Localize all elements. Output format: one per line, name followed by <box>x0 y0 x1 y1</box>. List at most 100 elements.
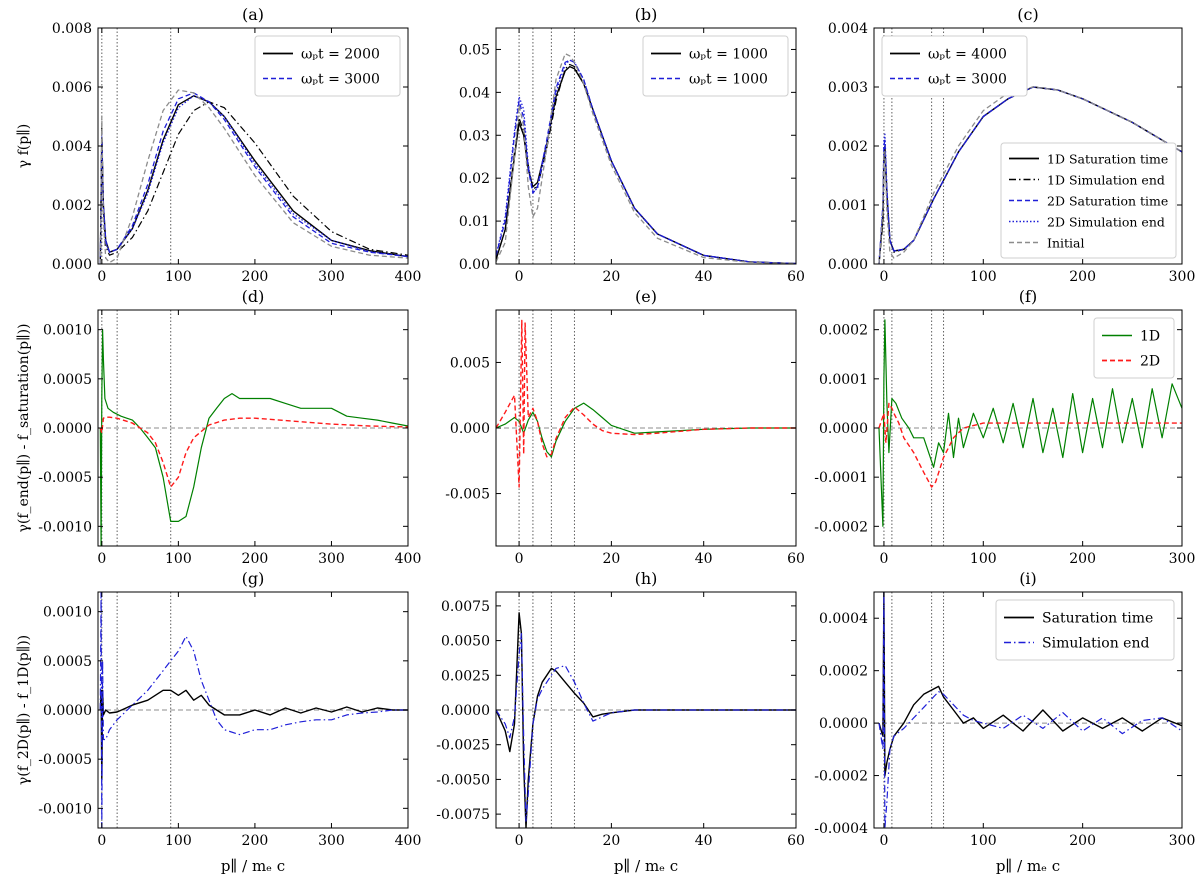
series-line-1d-simulation-end <box>99 101 408 264</box>
x-tick-label: 0 <box>515 269 524 285</box>
series-line-simulation-end <box>496 632 796 822</box>
legend-box <box>881 35 1028 97</box>
y-tick-label: 0.03 <box>459 128 490 144</box>
panel-title: (e) <box>635 287 657 306</box>
x-tick-label: 60 <box>787 269 805 285</box>
y-tick-label: 0.0005 <box>43 654 92 670</box>
x-tick-label: 20 <box>602 269 620 285</box>
x-tick-label: 40 <box>695 551 713 567</box>
legend: ωₚt = 1000 ωₚt = 1000 <box>642 35 789 97</box>
y-tick-label: 0.0000 <box>43 703 92 719</box>
plot-area <box>874 310 1182 546</box>
x-tick-label: 200 <box>1069 833 1096 849</box>
y-tick-label: 0.0010 <box>43 323 92 339</box>
y-tick-label: -0.0010 <box>38 801 92 817</box>
y-tick-label: -0.0025 <box>436 738 490 754</box>
series-line-simulation-end <box>99 592 408 828</box>
y-tick-label: -0.0002 <box>814 769 868 785</box>
legend-label: 1D Simulation end <box>1047 173 1165 188</box>
x-tick-label: 100 <box>165 833 192 849</box>
x-tick-label: 200 <box>1069 269 1096 285</box>
legend-label: ωₚt = 3000 <box>928 72 1007 88</box>
y-tick-label: 0.000 <box>52 257 92 273</box>
y-tick-label: -0.0001 <box>814 470 868 486</box>
x-tick-label: 0 <box>879 833 888 849</box>
x-tick-label: 100 <box>165 269 192 285</box>
y-axis-label: γ(f_end(p∥) - f_saturation(p∥)) <box>16 323 32 532</box>
x-tick-label: 0 <box>97 833 106 849</box>
y-tick-label: -0.0002 <box>814 519 868 535</box>
legend-box <box>254 35 401 97</box>
x-tick-label: 60 <box>787 833 805 849</box>
legend: 1D 2D <box>1093 317 1175 379</box>
x-tick-label: 300 <box>318 833 345 849</box>
legend-box <box>1093 317 1175 379</box>
x-axis-label: p∥ / mₑ c <box>996 857 1060 875</box>
x-tick-label: 0 <box>879 269 888 285</box>
y-tick-label: 0.00 <box>459 257 490 273</box>
y-tick-label: 0.004 <box>52 139 92 155</box>
series-line-saturation-time <box>878 592 1182 777</box>
y-tick-label: 0.002 <box>828 139 868 155</box>
legend: ωₚt = 2000 ωₚt = 3000 <box>254 35 401 97</box>
y-tick-label: 0.0000 <box>43 421 92 437</box>
panel-title: (h) <box>635 569 658 588</box>
y-tick-label: 0.005 <box>450 355 490 371</box>
y-tick-label: -0.0010 <box>38 519 92 535</box>
panel-e: 0 20 40 60 -0.005 0.000 0.005 (e) <box>445 287 805 567</box>
series-line-initial <box>878 86 1182 264</box>
legend-label: Initial <box>1047 236 1084 251</box>
y-tick-label: 0.0000 <box>819 716 868 732</box>
panel-title: (a) <box>242 5 264 24</box>
x-tick-label: 20 <box>602 551 620 567</box>
panel-c: 0 100 200 300 0.000 0.001 0.002 0.003 0.004 (c) ωₚ… <box>828 5 1195 285</box>
y-tick-label: 0.0002 <box>819 664 868 680</box>
x-tick-label: 0 <box>515 833 524 849</box>
x-tick-label: 100 <box>970 551 997 567</box>
plot-area <box>496 310 796 546</box>
legend-box <box>995 599 1175 661</box>
y-tick-label: 0.0004 <box>819 611 868 627</box>
y-tick-label: -0.0050 <box>436 772 490 788</box>
plot-area <box>98 592 408 828</box>
panel-b: 0 20 40 60 0.00 0.01 0.02 0.03 0.04 0.05 (b) ωₚt = … <box>459 5 805 285</box>
x-tick-label: 400 <box>395 551 422 567</box>
legend: 1D Saturation time 1D Simulation end 2D Sa… <box>1000 142 1177 259</box>
y-tick-label: -0.0005 <box>38 470 92 486</box>
series-line-2d-simulation-end <box>99 95 408 264</box>
panel-i: 0 100 200 300 -0.0004 -0.0002 0.0000 0.0002 0.00… <box>814 569 1195 875</box>
legend: Saturation time Simulation end <box>995 599 1175 661</box>
series-line-2d <box>496 319 796 488</box>
y-tick-label: 0.004 <box>828 21 868 37</box>
y-tick-label: 0.0050 <box>441 634 490 650</box>
y-tick-label: -0.005 <box>445 487 490 503</box>
y-tick-label: 0.01 <box>459 214 490 230</box>
x-tick-label: 40 <box>695 833 713 849</box>
y-tick-label: -0.0004 <box>814 821 868 837</box>
series-line-saturation-time <box>99 689 408 780</box>
plot-area <box>496 28 796 264</box>
panel-g: 0 100 200 300 400 -0.0010 -0.0005 0.0000 0.0005 0… <box>16 569 421 875</box>
x-tick-label: 100 <box>165 551 192 567</box>
panel-h: 0 20 40 60 -0.0075 -0.0050 -0.0025 0.0000 0.0025… <box>436 569 805 875</box>
series-line-initial <box>99 89 408 264</box>
legend-label: ωₚt = 3000 <box>301 72 380 88</box>
panel-title: (g) <box>242 569 265 588</box>
plot-area <box>98 310 408 546</box>
y-tick-label: 0.02 <box>459 171 490 187</box>
legend-label: ωₚt = 1000 <box>689 72 768 88</box>
series-line-1d <box>878 319 1182 527</box>
y-tick-label: 0.002 <box>52 198 92 214</box>
y-tick-label: 0.0002 <box>819 323 868 339</box>
x-tick-label: 200 <box>242 551 269 567</box>
x-tick-label: 100 <box>970 833 997 849</box>
y-tick-label: 0.0025 <box>441 668 490 684</box>
y-tick-label: 0.0000 <box>441 703 490 719</box>
x-tick-label: 0 <box>97 269 106 285</box>
plot-area <box>99 28 408 264</box>
legend-label: ωₚt = 1000 <box>689 47 768 63</box>
x-tick-label: 60 <box>787 551 805 567</box>
y-tick-label: 0.008 <box>52 21 92 37</box>
series-line-1d <box>99 329 408 546</box>
